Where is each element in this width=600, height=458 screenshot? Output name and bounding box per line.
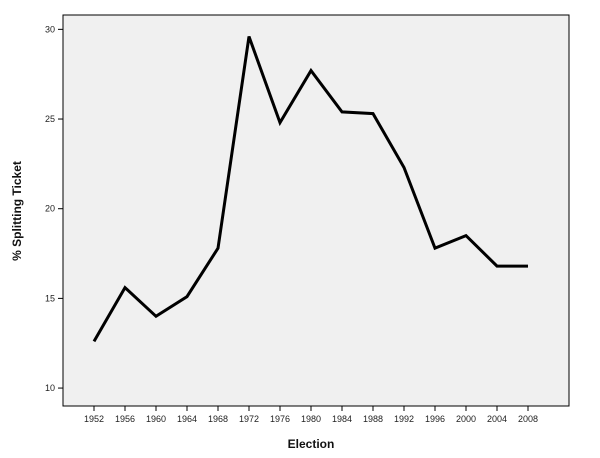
x-tick-label: 1964 <box>177 414 197 424</box>
x-axis: 1952 1956 1960 1964 1968 1972 1976 1980 1984 1988… <box>84 406 538 424</box>
x-tick-label: 1968 <box>208 414 228 424</box>
x-tick-label: 2008 <box>518 414 538 424</box>
x-tick-label: 1952 <box>84 414 104 424</box>
y-axis-title: % Splitting Ticket <box>10 161 24 261</box>
y-axis: 10 15 20 25 30 <box>45 24 63 393</box>
x-tick-label: 1972 <box>239 414 259 424</box>
series-line <box>92 35 528 343</box>
y-tick-label: 20 <box>45 204 55 214</box>
x-tick-label: 1992 <box>394 414 414 424</box>
y-tick-label: 30 <box>45 24 55 34</box>
x-tick-label: 1996 <box>425 414 445 424</box>
x-tick-label: 1976 <box>270 414 290 424</box>
x-tick-label: 1988 <box>363 414 383 424</box>
x-tick-label: 1980 <box>301 414 321 424</box>
plot-area <box>62 14 570 407</box>
x-axis-title: Election <box>288 437 335 451</box>
y-tick-label: 10 <box>45 383 55 393</box>
x-tick-label: 1960 <box>146 414 166 424</box>
x-tick-label: 1956 <box>115 414 135 424</box>
x-tick-label: 1984 <box>332 414 352 424</box>
y-tick-label: 15 <box>45 293 55 303</box>
x-tick-label: 2004 <box>487 414 507 424</box>
y-tick-label: 25 <box>45 114 55 124</box>
x-tick-label: 2000 <box>456 414 476 424</box>
